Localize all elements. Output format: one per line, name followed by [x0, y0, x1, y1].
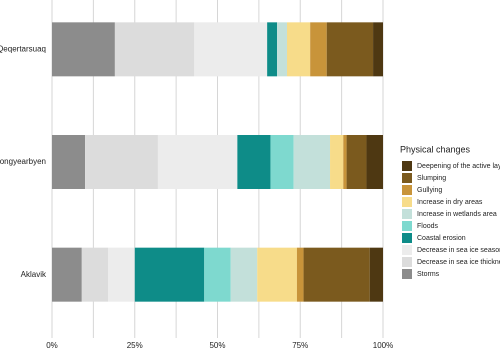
bar-segment — [373, 22, 383, 77]
bar-segment — [52, 247, 82, 302]
legend-label: Decrease in sea ice season — [417, 247, 500, 254]
bar-segment — [52, 22, 115, 77]
bar-segment — [310, 22, 327, 77]
legend-swatch — [402, 245, 412, 255]
bar-segment — [81, 247, 109, 302]
legend-swatch — [402, 197, 412, 207]
legend-label: Coastal erosion — [417, 235, 466, 242]
legend-swatch — [402, 161, 412, 171]
legend-swatch — [402, 233, 412, 243]
bar-segment — [303, 247, 370, 302]
bar-segment — [157, 135, 238, 189]
legend-label: Decrease in sea ice thickness — [417, 259, 500, 266]
legend-label: Increase in dry areas — [417, 199, 483, 206]
bar-segment — [330, 135, 344, 189]
legend-label: Gullying — [417, 187, 442, 194]
legend-swatch — [402, 257, 412, 267]
bar-segment — [343, 135, 347, 189]
legend-label: Storms — [417, 271, 440, 278]
legend-swatch — [402, 209, 412, 219]
legend-label: Slumping — [417, 175, 446, 182]
bar-segment — [52, 135, 86, 189]
bar-segment — [230, 247, 258, 302]
bar-segment — [204, 247, 231, 302]
bar-segment — [369, 247, 383, 302]
legend-swatch — [402, 185, 412, 195]
x-tick-label: 100% — [373, 341, 393, 350]
legend-label: Floods — [417, 223, 439, 230]
bar-segment — [194, 22, 268, 77]
legend-title: Physical changes — [400, 144, 471, 154]
bar-segment — [108, 247, 135, 302]
x-tick-label: 25% — [127, 341, 143, 350]
legend-label: Increase in wetlands area — [417, 211, 497, 218]
bar-segment — [287, 22, 311, 77]
y-tick-label: Aklavik — [21, 270, 47, 279]
bar-segment — [114, 22, 195, 77]
bar-segment — [257, 247, 297, 302]
x-tick-label: 50% — [209, 341, 225, 350]
x-tick-label: 75% — [292, 341, 308, 350]
bar-segment — [134, 247, 205, 302]
bar-segment — [366, 135, 383, 189]
y-tick-label: Qeqertarsuaq — [0, 44, 46, 53]
bar-segment — [296, 247, 304, 302]
legend-swatch — [402, 269, 412, 279]
y-tick-label: Longyearbyen — [0, 157, 46, 166]
bar-segment — [270, 135, 294, 189]
bar-segment — [237, 135, 271, 189]
x-tick-label: 0% — [46, 341, 58, 350]
bar-segment — [326, 22, 374, 77]
bar-segment — [293, 135, 331, 189]
bar-segment — [346, 135, 367, 189]
bar-segment — [85, 135, 158, 189]
legend-swatch — [402, 221, 412, 231]
legend-label: Deepening of the active layer — [417, 163, 500, 170]
bar-segment — [267, 22, 278, 77]
legend-swatch — [402, 173, 412, 183]
bar-segment — [277, 22, 288, 77]
